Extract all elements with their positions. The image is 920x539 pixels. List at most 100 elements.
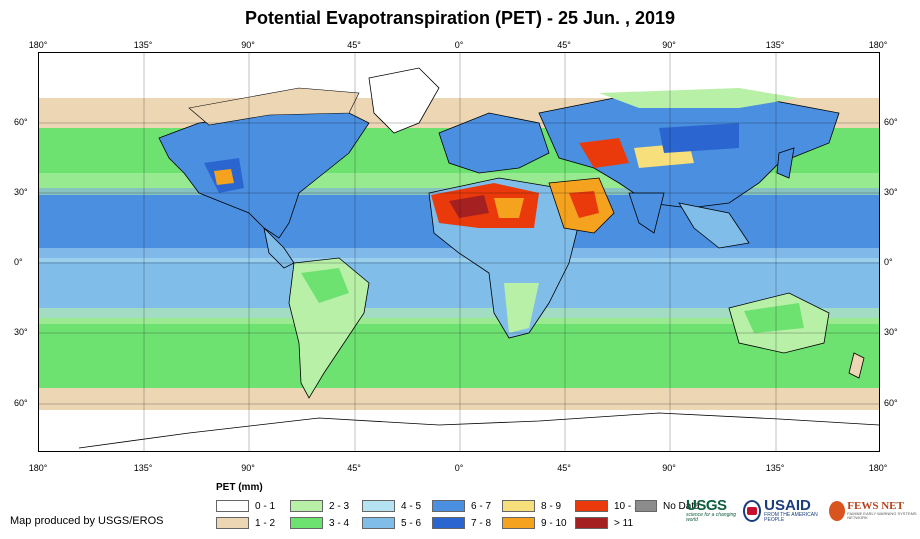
legend-label: 4 - 5 [401, 500, 422, 512]
antarctic-band [39, 410, 879, 451]
lat-label-right: 60° [884, 117, 898, 127]
lon-label-top: 180° [28, 40, 48, 50]
lat-label-left: 60° [14, 398, 28, 408]
australia-interior [744, 303, 804, 333]
lon-label-bottom: 180° [868, 463, 888, 473]
legend-swatch [290, 517, 323, 529]
fews-tagline: FAMINE EARLY WARNING SYSTEMS NETWORK [847, 511, 917, 520]
mongolia-region [659, 123, 739, 153]
legend-label: 7 - 8 [471, 517, 492, 529]
southeast-asia [678, 202, 750, 249]
lon-label-top: 90° [241, 40, 255, 50]
fews-globe-icon [829, 500, 846, 521]
legend-swatch [502, 500, 535, 512]
lon-label-top: 0° [454, 40, 464, 50]
legend-swatch [575, 500, 608, 512]
lon-label-bottom: 90° [241, 463, 255, 473]
japan [776, 147, 795, 179]
lon-label-bottom: 135° [765, 463, 785, 473]
europe [438, 112, 550, 174]
legend-swatch [290, 500, 323, 512]
usaid-tagline: FROM THE AMERICAN PEOPLE [764, 512, 818, 523]
usaid-logo-text: USAID [764, 497, 811, 514]
lon-label-bottom: 0° [454, 463, 464, 473]
legend-label: 2 - 3 [329, 500, 350, 512]
lon-label-top: 135° [133, 40, 153, 50]
legend-swatch [432, 517, 465, 529]
legend-label: 10 - 11 [614, 500, 645, 512]
lat-label-left: 60° [14, 117, 28, 127]
legend-label: > 11 [614, 517, 633, 529]
lat-label-left: 30° [14, 327, 28, 337]
legend-item: 3 - 4 [290, 516, 349, 530]
canada-north [188, 87, 360, 126]
legend-item: 9 - 10 [502, 516, 567, 530]
fews-logo-text: FEWS NET [847, 500, 904, 512]
lon-label-top: 135° [765, 40, 785, 50]
sahara-east [494, 198, 524, 218]
usaid-seal-icon [742, 499, 762, 522]
legend-swatch [432, 500, 465, 512]
legend-label: No Data [663, 500, 700, 512]
lat-label-right: 30° [884, 187, 898, 197]
graticule [39, 53, 879, 451]
map-title: Potential Evapotranspiration (PET) - 25 … [244, 8, 676, 28]
legend-swatch [216, 500, 249, 512]
amazon-region [301, 268, 349, 303]
legend-item: 7 - 8 [432, 516, 491, 530]
southern-africa [504, 283, 539, 333]
lat-label-right: 60° [884, 398, 898, 408]
legend-label: 9 - 10 [541, 517, 567, 529]
arabia-hotspot [569, 191, 599, 218]
legend-item: 5 - 6 [362, 516, 421, 530]
usgs-logo[interactable]: USGS science for a changing world [686, 498, 737, 523]
credit-text: Map produced by USGS/EROS [10, 515, 164, 527]
legend-label: 0 - 1 [255, 500, 276, 512]
legend-swatch [362, 517, 395, 529]
lon-label-bottom: 135° [133, 463, 153, 473]
siberia [599, 88, 799, 108]
lon-label-top: 180° [868, 40, 888, 50]
lon-label-bottom: 45° [347, 463, 361, 473]
legend-label: 1 - 2 [255, 517, 276, 529]
legend-label: 8 - 9 [541, 500, 562, 512]
usaid-logo[interactable]: USAID FROM THE AMERICAN PEOPLE [742, 497, 823, 523]
lat-label-left: 0° [14, 257, 23, 267]
legend-swatch [575, 517, 608, 529]
legend-item: 2 - 3 [290, 499, 349, 513]
lon-label-bottom: 45° [557, 463, 571, 473]
legend-swatch [216, 517, 249, 529]
lon-label-top: 90° [662, 40, 676, 50]
new-zealand [848, 352, 865, 379]
fews-net-logo[interactable]: FEWS NET FAMINE EARLY WARNING SYSTEMS NE… [829, 500, 920, 521]
legend-item: 1 - 2 [216, 516, 275, 530]
lat-label-right: 30° [884, 327, 898, 337]
legend-swatch [635, 500, 657, 512]
legend-item: > 11 [575, 516, 633, 530]
lon-label-top: 45° [347, 40, 361, 50]
us-southwest-hotspot [214, 169, 234, 185]
legend-item: 4 - 5 [362, 499, 421, 513]
lat-label-left: 30° [14, 187, 28, 197]
lon-label-top: 45° [557, 40, 571, 50]
legend-item: 8 - 9 [502, 499, 561, 513]
lon-label-bottom: 90° [662, 463, 676, 473]
legend-label: 5 - 6 [401, 517, 422, 529]
high-lat-band-south [39, 388, 879, 410]
sahara-extreme [449, 195, 489, 218]
central-america [263, 226, 295, 269]
legend-swatch [362, 500, 395, 512]
legend-item: 0 - 1 [216, 499, 275, 513]
usgs-logo-text: USGS [686, 497, 727, 514]
legend-label: 6 - 7 [471, 500, 492, 512]
legend-item: 6 - 7 [432, 499, 491, 513]
pet-map[interactable] [38, 52, 880, 452]
legend-label: 3 - 4 [329, 517, 350, 529]
legend-item: No Data [635, 499, 700, 513]
lon-label-bottom: 180° [28, 463, 48, 473]
legend-swatch [502, 517, 535, 529]
partner-logos: USGS science for a changing world USAID … [686, 498, 920, 523]
lat-label-right: 0° [884, 257, 893, 267]
antarctica-coast [78, 412, 879, 449]
usgs-tagline: science for a changing world [686, 512, 737, 523]
